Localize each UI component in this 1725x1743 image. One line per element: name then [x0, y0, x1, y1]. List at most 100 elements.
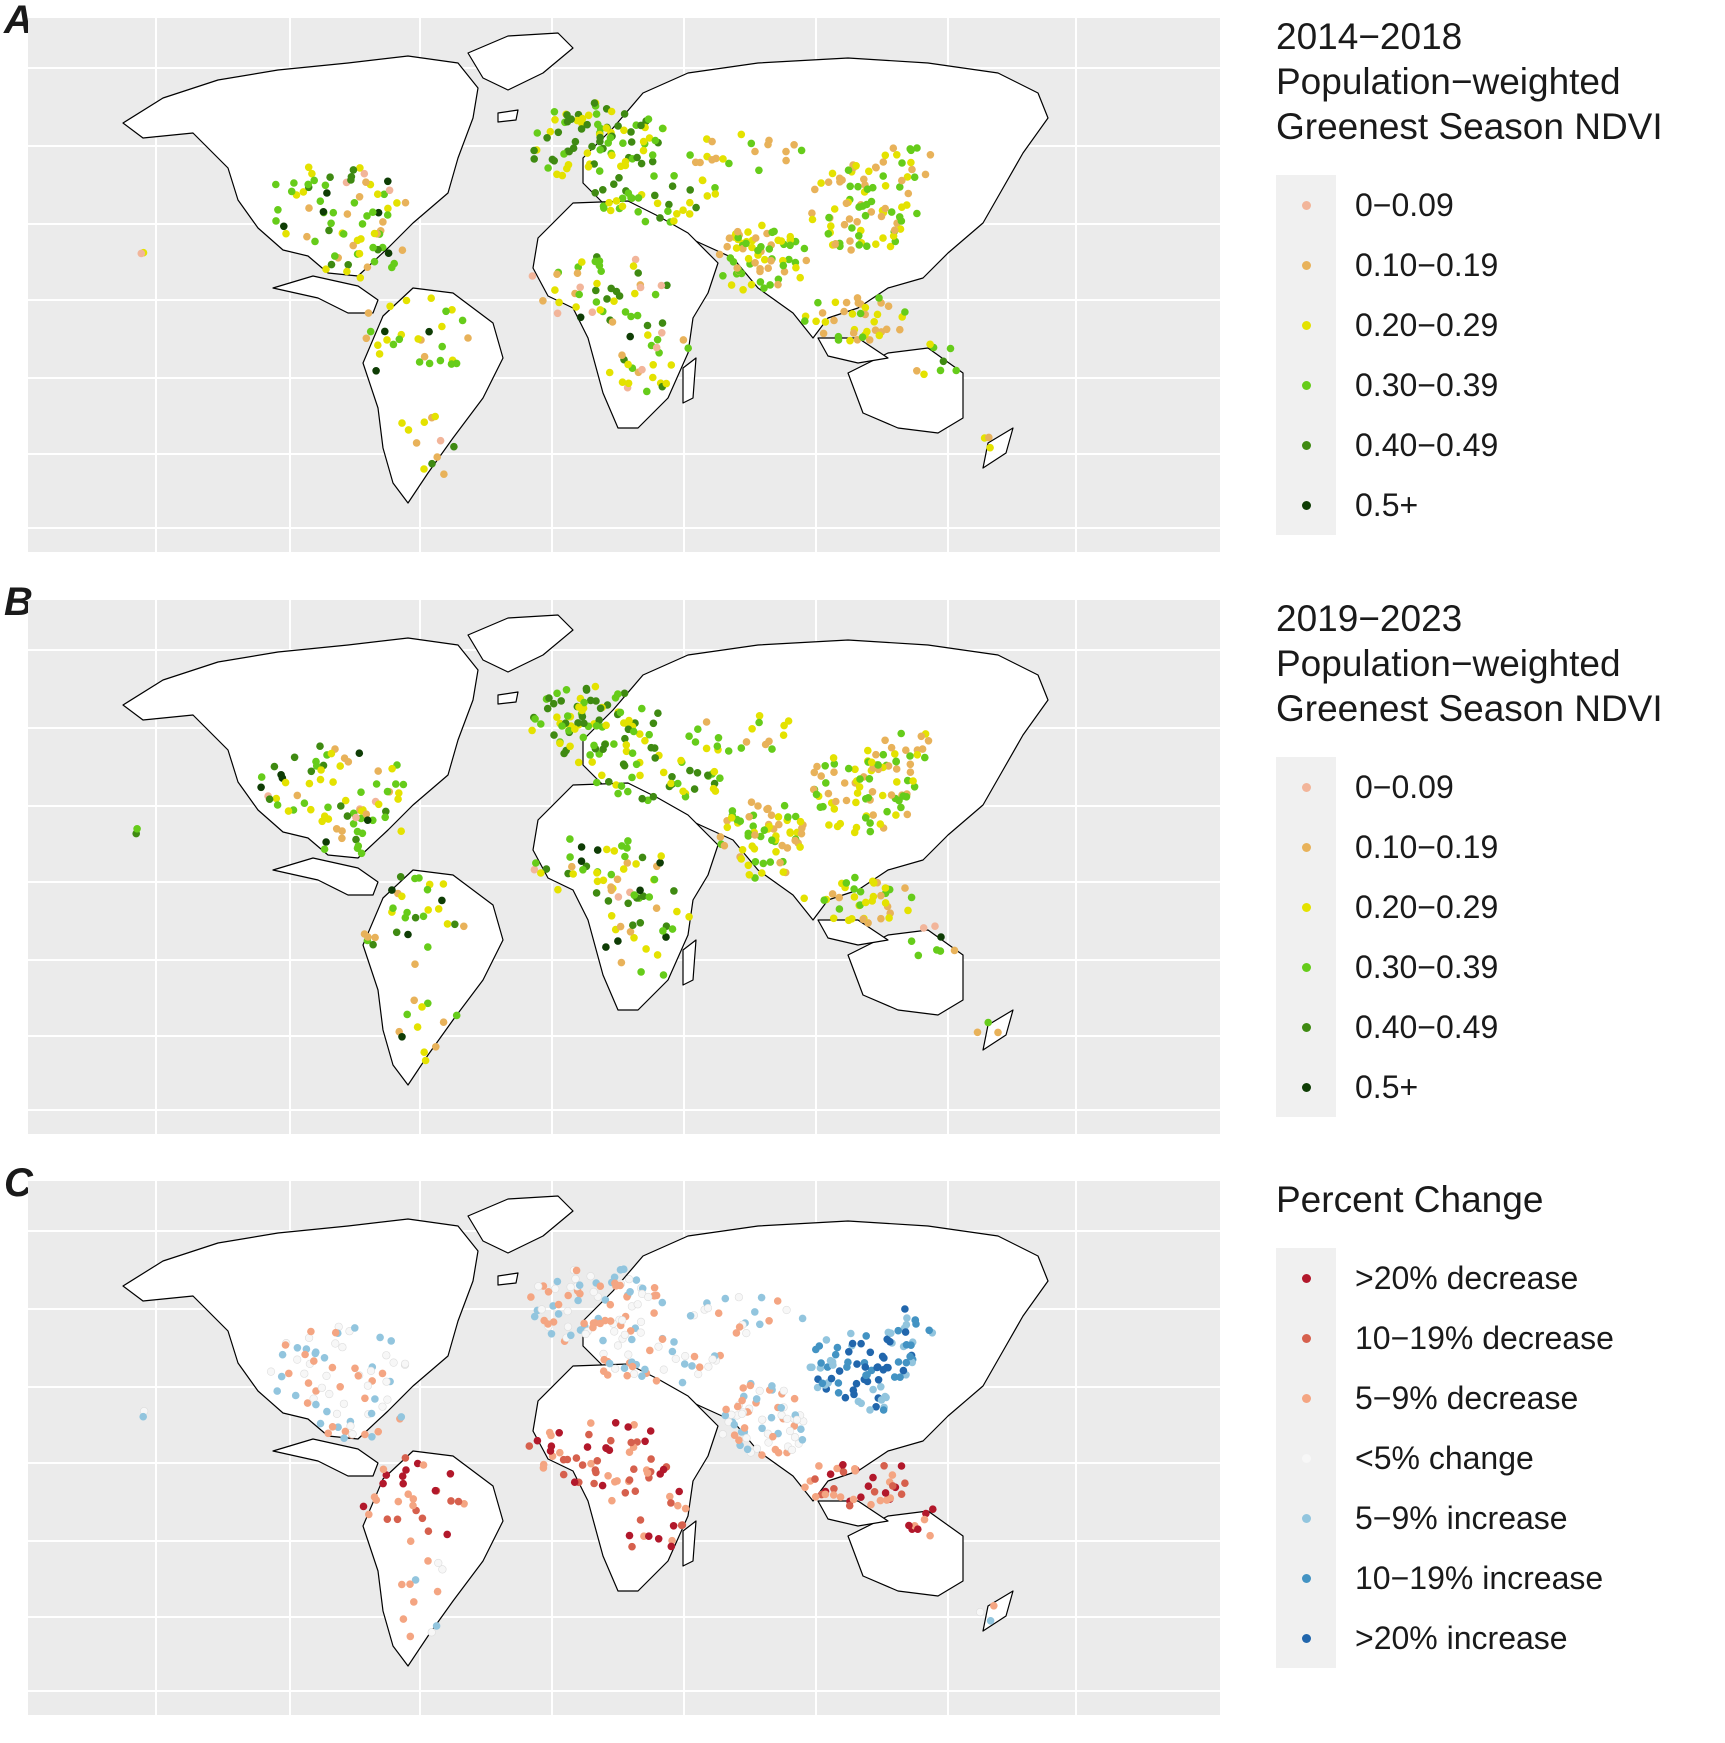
city-point [305, 1333, 314, 1342]
city-point [775, 820, 783, 829]
city-point [774, 280, 782, 289]
legend-title: 2014−2018 Population−weighted Greenest S… [1276, 16, 1663, 147]
city-point [652, 343, 661, 352]
legend-swatch [1302, 1394, 1311, 1403]
city-point [596, 704, 605, 713]
land-outline [982, 427, 1014, 469]
city-point [551, 116, 559, 124]
city-point [332, 1409, 342, 1418]
city-point [835, 893, 843, 902]
city-point [712, 154, 720, 163]
city-point [431, 412, 440, 421]
city-point [810, 768, 819, 777]
city-point [896, 325, 904, 334]
land-outline [467, 32, 574, 91]
city-point [698, 176, 707, 185]
city-point [869, 1473, 877, 1482]
city-point [693, 769, 702, 777]
city-point [547, 1330, 556, 1338]
city-point [338, 834, 346, 843]
city-point [740, 1424, 749, 1432]
city-point [686, 151, 694, 159]
city-point [777, 1404, 785, 1412]
city-point [622, 741, 631, 749]
city-point [614, 690, 622, 698]
city-point [737, 855, 746, 863]
city-point [664, 207, 672, 215]
city-point [636, 1328, 645, 1337]
city-point [401, 198, 410, 207]
city-point [779, 868, 788, 876]
city-point [406, 1632, 415, 1641]
city-point [914, 1525, 922, 1533]
city-point [583, 120, 591, 129]
city-point [786, 241, 794, 250]
city-point [580, 719, 588, 728]
city-point [818, 309, 827, 317]
city-point [648, 157, 657, 166]
city-point [752, 1444, 762, 1453]
city-point [316, 775, 325, 784]
city-point [686, 198, 694, 207]
world-map [28, 1181, 1220, 1715]
city-point [727, 281, 736, 289]
city-point [869, 811, 877, 819]
city-point [848, 310, 857, 318]
city-point [392, 928, 401, 937]
city-point [607, 886, 616, 895]
city-point [620, 719, 628, 727]
city-point [929, 1505, 937, 1513]
city-point [899, 1366, 908, 1375]
city-point [776, 858, 784, 867]
city-point [266, 1367, 276, 1376]
city-point [725, 234, 734, 242]
city-point [722, 1405, 730, 1414]
city-point [558, 171, 567, 180]
legend-swatch [1302, 1274, 1311, 1283]
city-point [813, 762, 821, 771]
city-point [868, 788, 877, 796]
city-point [409, 1495, 418, 1503]
city-point [856, 309, 865, 318]
city-point [939, 357, 948, 366]
legend-label: 5−9% decrease [1355, 1380, 1579, 1416]
city-point [730, 1420, 739, 1429]
city-point [565, 147, 573, 156]
city-point [825, 821, 833, 829]
city-point [550, 731, 558, 739]
city-point [571, 1274, 580, 1283]
city-point [842, 796, 851, 805]
city-point [331, 1339, 340, 1348]
city-point [566, 835, 574, 843]
city-point [842, 199, 851, 208]
city-point [877, 1383, 885, 1391]
land-masses [122, 614, 1049, 1086]
city-point [886, 242, 895, 251]
city-point [874, 1376, 883, 1384]
city-point [555, 1429, 563, 1437]
city-point [851, 873, 859, 882]
city-point [419, 912, 428, 921]
city-point [580, 698, 588, 707]
city-point [863, 1377, 872, 1386]
city-point [290, 753, 299, 762]
city-point [907, 158, 915, 167]
land-outline [497, 691, 519, 705]
legend-key [1276, 1548, 1336, 1608]
city-point [323, 1407, 331, 1416]
city-point [844, 166, 853, 174]
city-point [821, 762, 829, 770]
city-point [904, 906, 912, 915]
city-point [920, 1515, 929, 1524]
city-point [653, 335, 662, 344]
city-point [303, 232, 311, 241]
city-point [883, 1335, 891, 1344]
city-point [853, 294, 862, 302]
city-point [711, 190, 720, 198]
city-point [768, 836, 776, 844]
legend-key [1276, 415, 1336, 475]
city-point [849, 1386, 858, 1394]
city-point [745, 813, 753, 821]
city-point [742, 239, 750, 248]
city-point [782, 147, 790, 156]
